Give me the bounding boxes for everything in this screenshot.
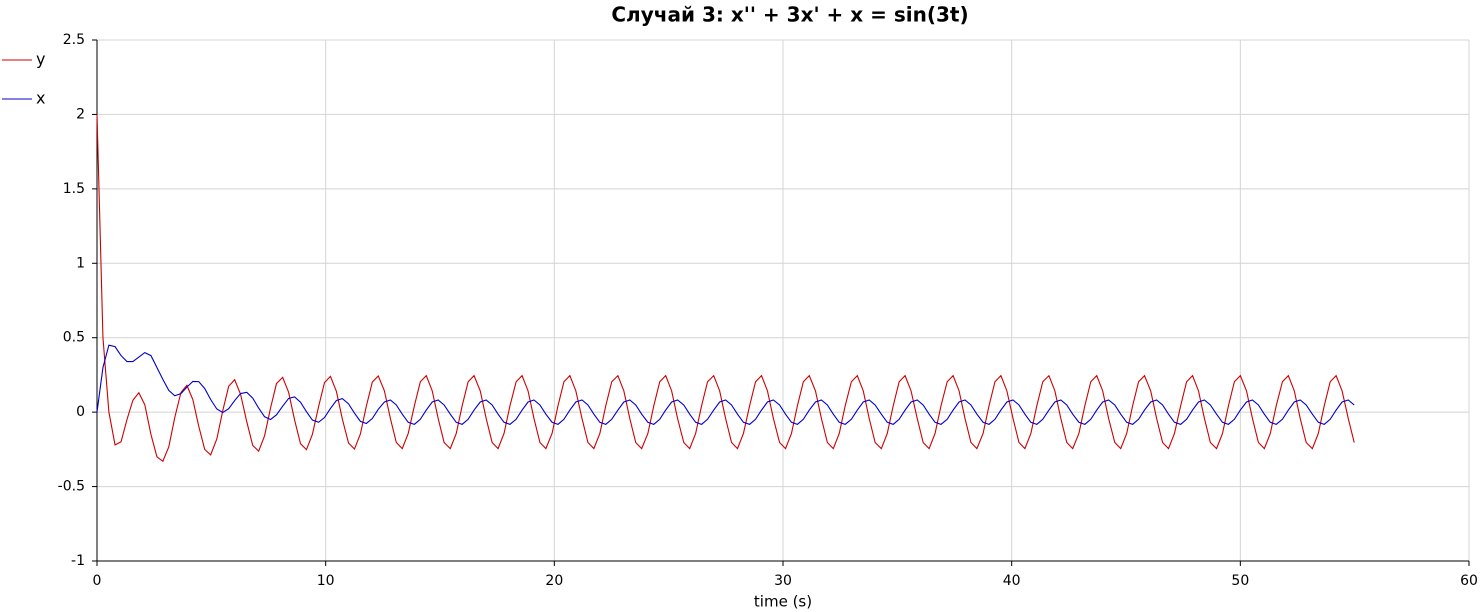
y-tick-label: 1 <box>76 255 85 271</box>
series-line <box>96 344 1355 425</box>
x-tick-label: 10 <box>317 573 335 589</box>
y-tick-label: 0.5 <box>63 330 85 346</box>
y-tick-label: 1.5 <box>63 181 85 197</box>
legend-label: y <box>36 50 45 69</box>
x-tick-label: 40 <box>1003 573 1021 589</box>
chart-title: Случай 3: x'' + 3x' + x = sin(3t) <box>611 3 968 27</box>
legend-label: x <box>36 89 45 108</box>
y-tick-label: -1 <box>71 553 85 569</box>
y-tick-label: -0.5 <box>58 479 85 495</box>
y-tick-label: 0 <box>76 404 85 420</box>
y-tick-label: 2 <box>76 106 85 122</box>
y-tick-label: 2.5 <box>63 32 85 48</box>
x-tick-label: 60 <box>1460 573 1478 589</box>
series-line <box>96 114 1355 463</box>
x-axis-label: time (s) <box>754 593 812 611</box>
x-tick-label: 0 <box>93 573 102 589</box>
x-tick-label: 20 <box>545 573 563 589</box>
x-tick-label: 30 <box>774 573 792 589</box>
x-tick-label: 50 <box>1231 573 1249 589</box>
